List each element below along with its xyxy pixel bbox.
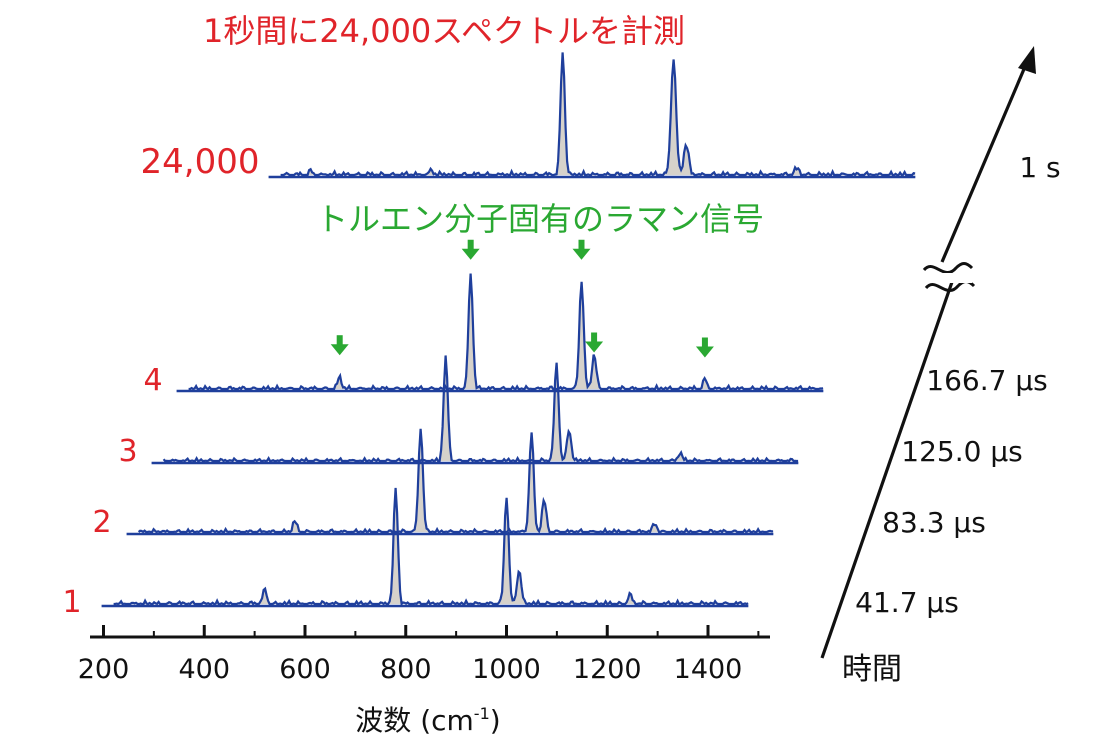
spectrum-line bbox=[113, 487, 749, 607]
peak-arrow bbox=[461, 239, 480, 260]
spectra-group: 1 2 3 4 24,000 bbox=[62, 52, 916, 620]
time-label: 83.3 µs bbox=[882, 506, 986, 539]
peak-arrow bbox=[330, 335, 349, 356]
spectrum-label: 4 bbox=[143, 363, 162, 398]
x-tick-label: 600 bbox=[279, 654, 331, 685]
x-axis-label: 波数 (cm-1) bbox=[355, 704, 500, 737]
peak-arrow bbox=[585, 332, 604, 353]
annotation-label: トルエン分子固有のラマン信号 bbox=[316, 200, 764, 238]
time-axis-label: 時間 bbox=[842, 652, 902, 687]
x-axis: 200 400 600 800 1000 1200 1400 bbox=[78, 625, 770, 685]
spectrum-3: 3 bbox=[118, 355, 799, 469]
spectrum-line bbox=[280, 52, 916, 177]
time-label: 166.7 µs bbox=[926, 364, 1047, 397]
x-tick-label: 1400 bbox=[674, 654, 743, 685]
peak-arrow bbox=[572, 239, 591, 260]
x-tick-label: 400 bbox=[178, 654, 230, 685]
time-axis-upper bbox=[940, 61, 1029, 263]
spectrum-fill bbox=[163, 355, 799, 461]
spectrum-fill bbox=[113, 488, 749, 604]
spectrum-label: 3 bbox=[118, 434, 137, 469]
spectrum-label: 24,000 bbox=[141, 142, 260, 182]
time-label: 1 s bbox=[1019, 151, 1060, 184]
peak-arrow bbox=[695, 337, 714, 358]
x-tick-label: 200 bbox=[78, 654, 130, 685]
spectrum-line bbox=[188, 273, 824, 391]
spectrum-label: 1 bbox=[62, 585, 81, 620]
chart-title: 1秒間に24,000スペクトルを計測 bbox=[203, 12, 685, 50]
spectrum-line bbox=[162, 355, 799, 463]
spectrum-2: 2 bbox=[92, 428, 774, 540]
time-label: 125.0 µs bbox=[901, 435, 1022, 468]
x-tick-label: 1200 bbox=[573, 654, 642, 685]
time-axis-arrowhead bbox=[1018, 46, 1036, 74]
axis-break-gap bbox=[928, 273, 972, 283]
spectrum-4: 4 bbox=[143, 273, 824, 398]
spectrum-label: 2 bbox=[92, 505, 111, 540]
spectrum-1: 1 bbox=[62, 487, 749, 620]
time-axis-lower bbox=[820, 281, 954, 659]
time-axis: 41.7 µs 83.3 µs 125.0 µs 166.7 µs 1 s bbox=[820, 46, 1061, 659]
spectrum-line bbox=[137, 428, 774, 534]
spectrum-fill bbox=[280, 52, 916, 175]
x-tick-label: 800 bbox=[380, 654, 432, 685]
axis-break-mark bbox=[922, 262, 974, 274]
x-tick-label: 1000 bbox=[472, 654, 541, 685]
spectrum-fill bbox=[188, 273, 824, 389]
time-label: 41.7 µs bbox=[855, 586, 959, 619]
spectrum-5: 24,000 bbox=[141, 52, 916, 182]
spectrum-fill bbox=[138, 428, 774, 532]
